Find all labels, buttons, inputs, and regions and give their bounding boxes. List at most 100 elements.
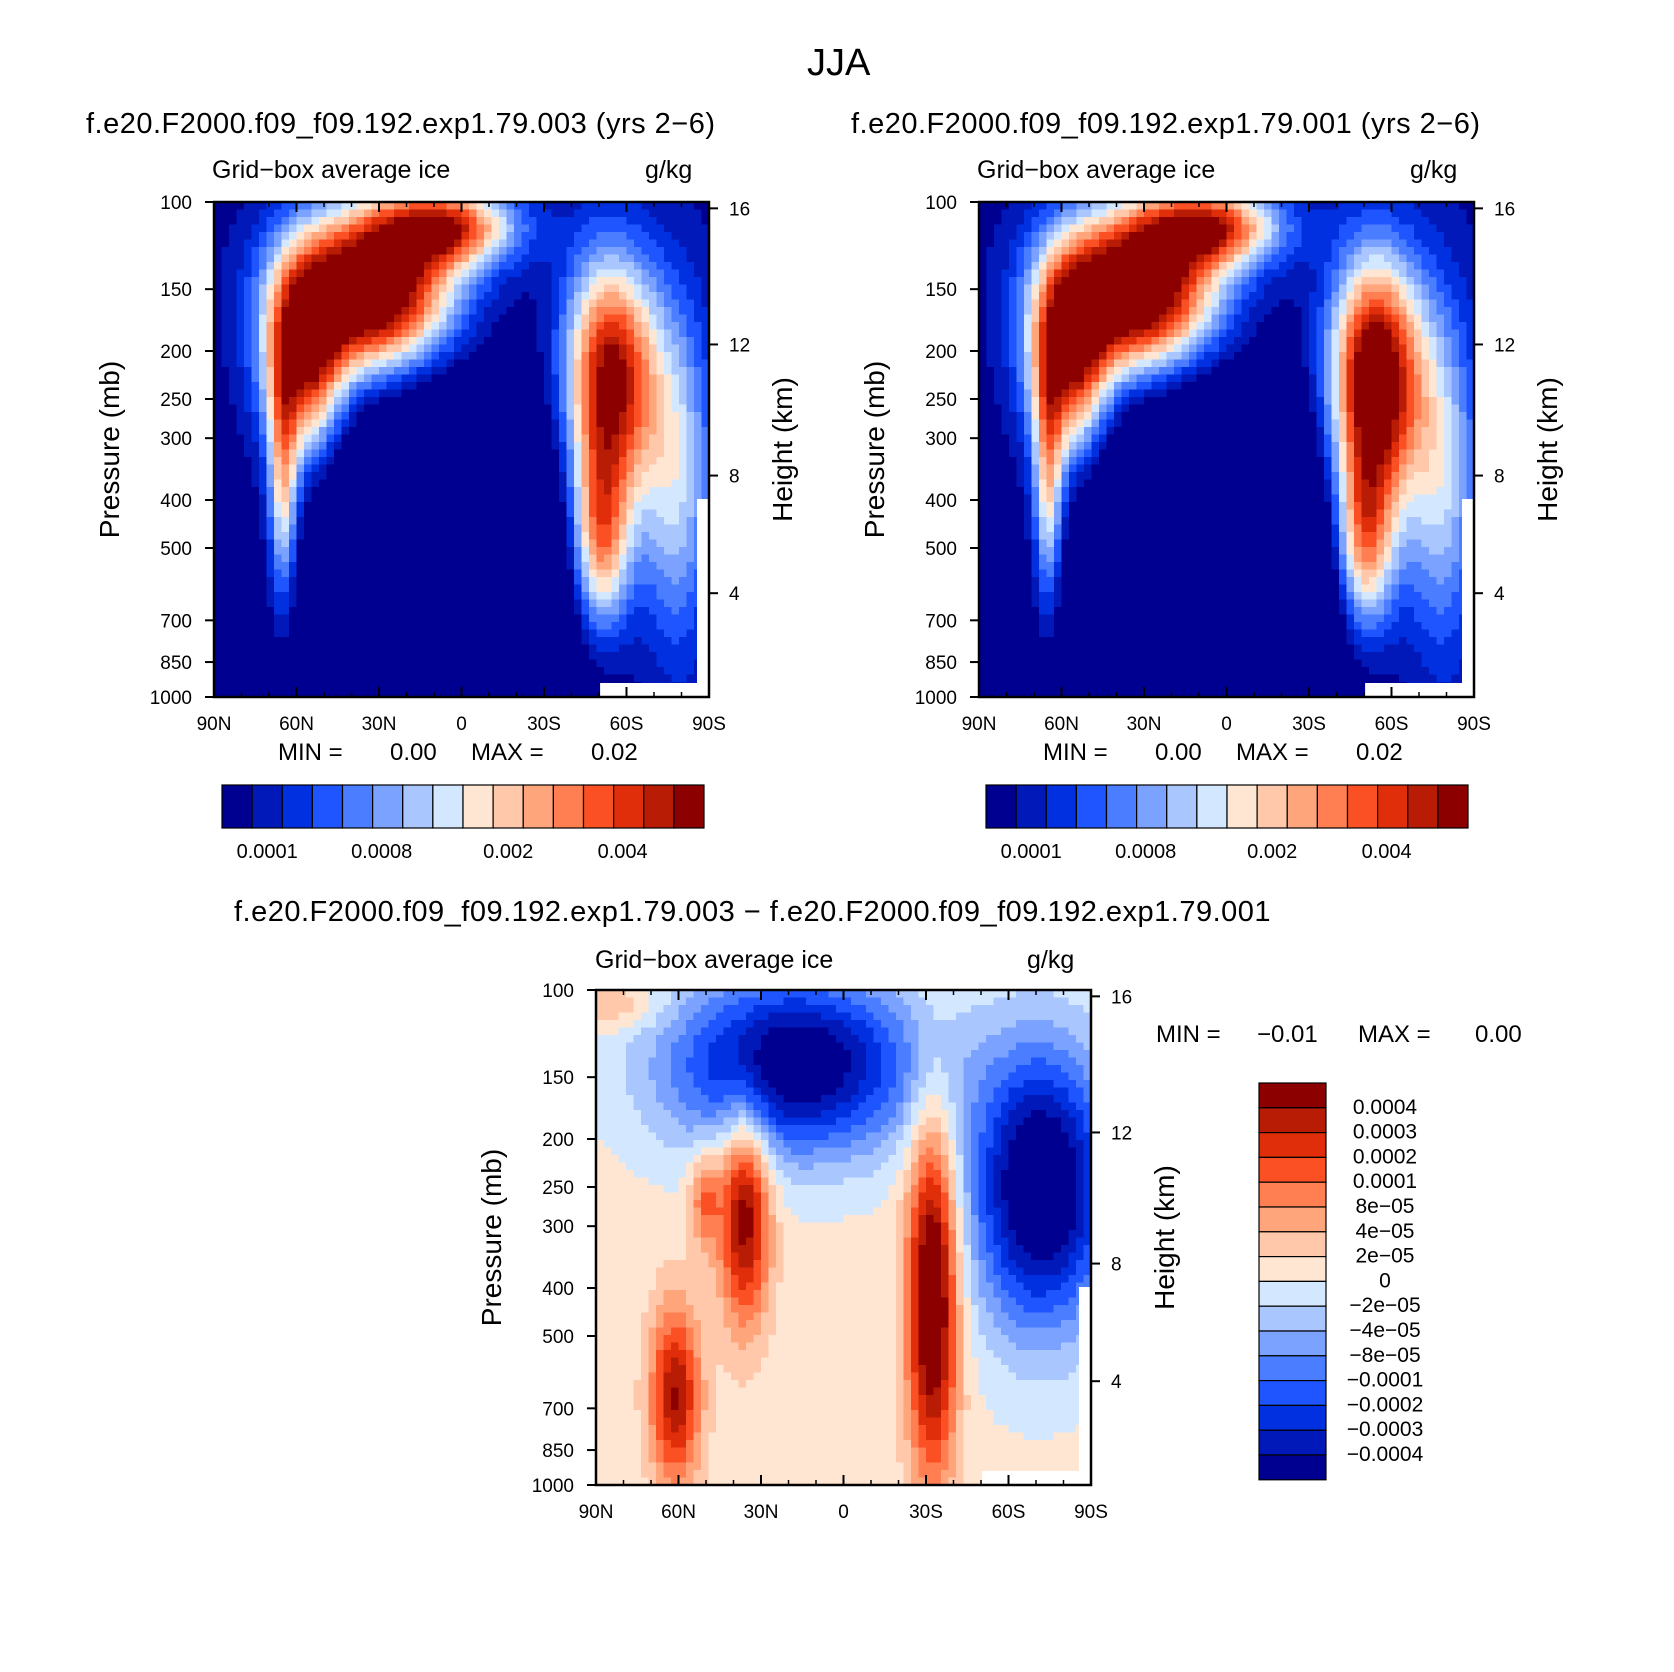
field-cell <box>484 659 493 668</box>
field-cell <box>416 382 425 391</box>
field-cell <box>416 397 425 406</box>
field-cell <box>701 254 710 263</box>
field-cell <box>641 622 650 631</box>
field-cell <box>611 532 620 541</box>
field-cell <box>581 682 590 691</box>
field-cell <box>416 449 425 458</box>
field-cell <box>656 562 665 571</box>
field-cell <box>1031 239 1040 248</box>
y-tick-label: 1000 <box>150 688 192 709</box>
field-cell <box>551 689 560 698</box>
field-cell <box>454 449 463 458</box>
field-cell <box>551 592 560 601</box>
field-cell <box>439 307 448 316</box>
field-cell <box>671 449 680 458</box>
field-cell <box>679 524 688 533</box>
field-cell <box>491 464 500 473</box>
field-cell <box>529 472 538 481</box>
field-cell <box>326 299 335 308</box>
field-cell <box>311 359 320 368</box>
field-cell <box>604 322 613 331</box>
field-cell <box>236 217 245 226</box>
field-cell <box>1001 352 1010 361</box>
field-cell <box>439 202 448 211</box>
field-cell <box>244 284 253 293</box>
field-cell <box>386 659 395 668</box>
field-cell <box>229 404 238 413</box>
field-cell <box>349 629 358 638</box>
field-cell <box>1031 674 1040 683</box>
field-cell <box>476 524 485 533</box>
field-cell <box>506 202 515 211</box>
field-cell <box>626 472 635 481</box>
field-cell <box>551 502 560 511</box>
field-cell <box>251 352 260 361</box>
field-cell <box>544 517 553 526</box>
field-cell <box>296 254 305 263</box>
field-cell <box>641 569 650 578</box>
field-cell <box>311 614 320 623</box>
field-cell <box>596 659 605 668</box>
field-cell <box>274 674 283 683</box>
field-cell <box>559 682 568 691</box>
field-cell <box>994 374 1003 383</box>
field-cell <box>979 322 988 331</box>
field-cell <box>229 457 238 466</box>
field-cell <box>341 622 350 631</box>
field-cell <box>581 689 590 698</box>
field-cell <box>1039 239 1048 248</box>
field-cell <box>574 667 583 676</box>
field-cell <box>1016 637 1025 646</box>
field-cell <box>214 472 223 481</box>
field-cell <box>626 382 635 391</box>
field-cell <box>1016 682 1025 691</box>
field-cell <box>304 539 313 548</box>
field-cell <box>281 524 290 533</box>
field-cell <box>559 269 568 278</box>
field-cell <box>409 239 418 248</box>
field-cell <box>671 494 680 503</box>
field-cell <box>229 397 238 406</box>
field-cell <box>649 277 658 286</box>
field-cell <box>401 247 410 256</box>
field-cell <box>289 547 298 556</box>
field-cell <box>611 652 620 661</box>
field-cell <box>319 292 328 301</box>
field-cell <box>289 374 298 383</box>
field-cell <box>251 547 260 556</box>
field-cell <box>289 464 298 473</box>
field-cell <box>619 359 628 368</box>
field-cell <box>409 464 418 473</box>
field-cell <box>424 517 433 526</box>
field-cell <box>589 592 598 601</box>
field-cell <box>341 524 350 533</box>
field-cell <box>401 389 410 398</box>
field-cell <box>431 487 440 496</box>
field-cell <box>401 352 410 361</box>
field-cell <box>619 667 628 676</box>
field-cell <box>559 592 568 601</box>
field-cell <box>619 442 628 451</box>
field-cell <box>311 509 320 518</box>
field-cell <box>559 614 568 623</box>
field-cell <box>296 479 305 488</box>
field-cell <box>416 629 425 638</box>
field-cell <box>469 547 478 556</box>
field-cell <box>439 502 448 511</box>
field-cell <box>244 209 253 218</box>
field-cell <box>656 239 665 248</box>
field-cell <box>986 554 995 563</box>
field-cell <box>641 547 650 556</box>
field-cell <box>326 517 335 526</box>
field-cell <box>424 577 433 586</box>
field-cell <box>641 442 650 451</box>
field-cell <box>349 487 358 496</box>
field-cell <box>259 457 268 466</box>
field-cell <box>529 599 538 608</box>
field-cell <box>536 277 545 286</box>
field-cell <box>521 239 530 248</box>
field-cell <box>619 554 628 563</box>
field-cell <box>326 592 335 601</box>
field-cell <box>529 517 538 526</box>
field-cell <box>506 352 515 361</box>
